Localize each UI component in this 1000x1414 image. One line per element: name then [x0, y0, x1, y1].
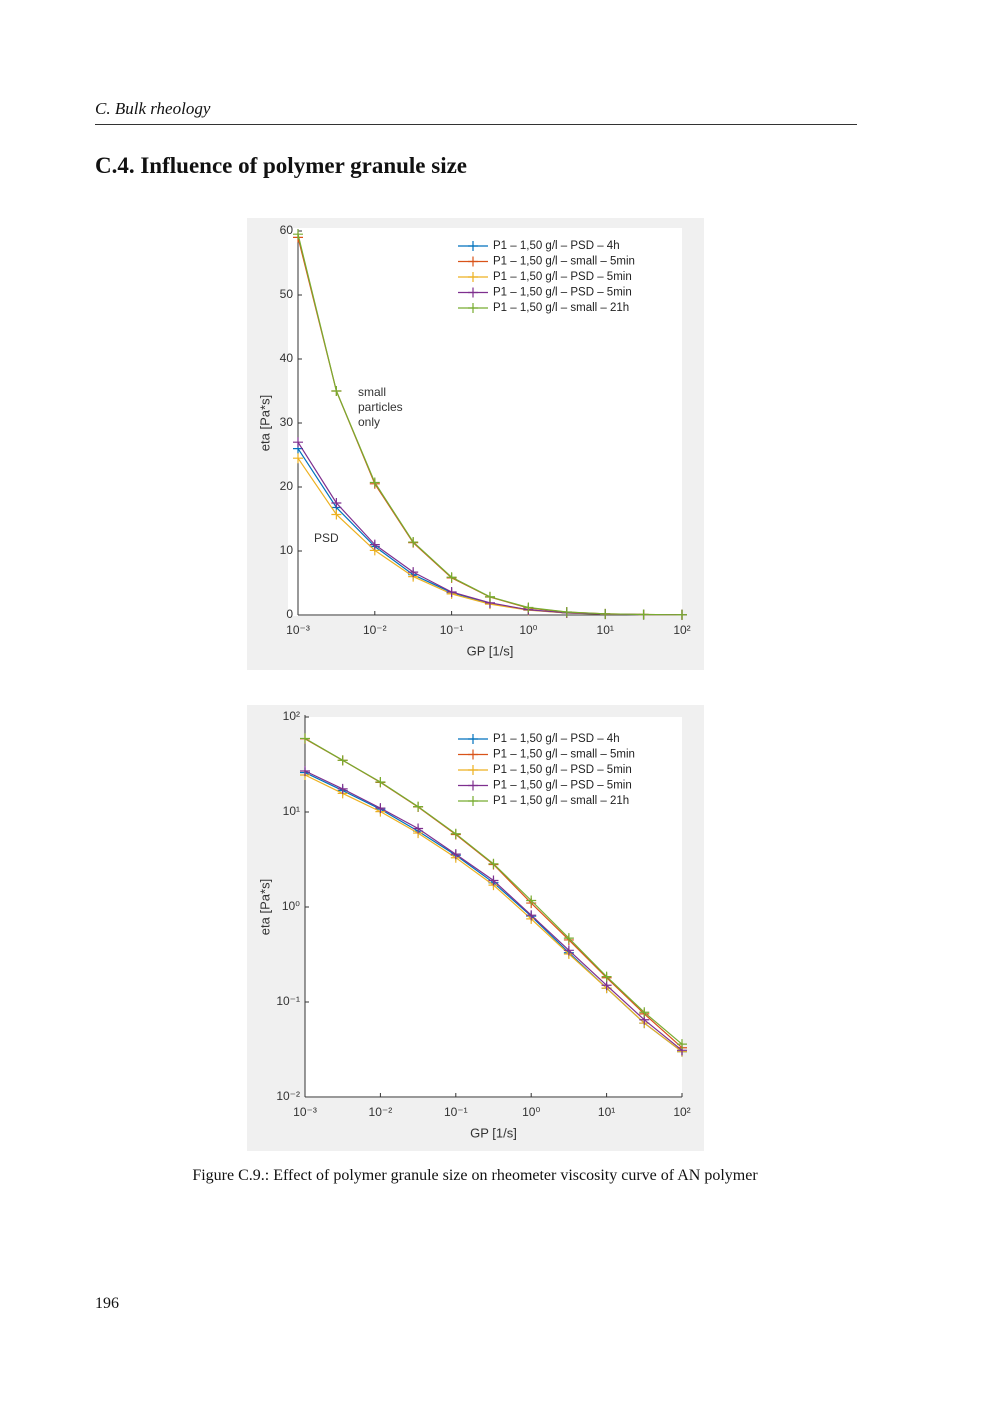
y-axis-label: eta [Pa*s]	[257, 879, 272, 935]
data-point	[293, 437, 303, 448]
x-tick-label: 10¹	[598, 1105, 615, 1119]
data-point	[408, 567, 419, 578]
data-point	[484, 591, 495, 602]
annotation: only	[358, 415, 380, 429]
x-tick-label: 10²	[673, 1105, 690, 1119]
y-tick-label: 10¹	[283, 804, 300, 818]
y-tick-label: 10	[280, 543, 294, 557]
data-point	[638, 609, 649, 620]
annotation: small	[358, 385, 386, 399]
page-number: 196	[95, 1295, 119, 1312]
data-point	[408, 537, 419, 548]
data-point	[523, 602, 534, 613]
legend-marker	[468, 287, 478, 298]
legend-marker	[468, 749, 478, 760]
data-point	[369, 539, 380, 550]
y-axis-label: eta [Pa*s]	[257, 395, 272, 451]
data-point	[293, 229, 303, 240]
data-point	[446, 586, 457, 597]
data-point	[601, 971, 612, 982]
x-tick-label: 10⁻²	[369, 1105, 393, 1119]
x-tick-label: 10⁻¹	[440, 623, 464, 637]
legend-marker	[468, 765, 478, 775]
legend-label: P1 – 1,50 g/l – small – 5min	[493, 256, 635, 268]
data-point	[601, 980, 612, 991]
x-tick-label: 10⁻²	[363, 623, 387, 637]
data-point	[331, 509, 342, 520]
legend-marker	[468, 796, 478, 806]
data-point	[526, 910, 537, 921]
x-tick-label: 10⁻³	[286, 623, 310, 637]
data-point	[331, 386, 342, 396]
legend-marker	[468, 780, 478, 791]
data-point	[561, 606, 572, 617]
annotation: PSD	[314, 531, 339, 545]
data-point	[563, 933, 574, 944]
data-point	[369, 477, 380, 488]
data-point	[600, 608, 611, 619]
legend-marker	[468, 256, 478, 267]
data-point	[413, 801, 424, 812]
data-point	[375, 776, 386, 787]
chart: 10⁻³ 10⁻² 10⁻¹ 10⁰ 10¹ 10² 0 10 20 30 40 50 60 GP [1/…	[247, 218, 704, 670]
data-point	[450, 828, 461, 839]
data-point	[446, 572, 457, 583]
legend-label: P1 – 1,50 g/l – PSD – 5min	[493, 287, 632, 299]
annotation: particles	[358, 400, 403, 414]
x-tick-label: 10⁰	[522, 1105, 540, 1119]
y-tick-label: 0	[286, 607, 293, 621]
data-point	[488, 875, 499, 886]
section-title: C.4. Influence of polymer granule size	[95, 153, 468, 178]
y-tick-label: 30	[280, 415, 294, 429]
y-tick-label: 10⁻¹	[276, 994, 300, 1008]
x-tick-label: 10⁻³	[293, 1105, 317, 1119]
data-point	[300, 733, 310, 744]
legend-marker	[468, 272, 478, 282]
data-point	[677, 609, 687, 620]
x-tick-label: 10⁻¹	[444, 1105, 468, 1119]
chart: 10⁻³ 10⁻² 10⁻¹ 10⁰ 10¹ 10² 10⁻² 10⁻¹ 10⁰ 10¹ 10² GP…	[247, 705, 704, 1151]
x-tick-label: 10¹	[597, 623, 614, 637]
y-tick-label: 40	[280, 351, 294, 365]
running-header: C. Bulk rheology	[95, 99, 211, 118]
legend-label: P1 – 1,50 g/l – small – 5min	[493, 749, 635, 761]
data-point	[375, 803, 386, 814]
data-point	[300, 766, 310, 777]
legend-label: P1 – 1,50 g/l – PSD – 5min	[493, 271, 632, 283]
legend-label: P1 – 1,50 g/l – PSD – 4h	[493, 733, 620, 745]
y-tick-label: 10²	[283, 709, 300, 723]
data-point	[293, 453, 303, 464]
legend-label: P1 – 1,50 g/l – PSD – 5min	[493, 764, 632, 776]
legend-marker	[468, 241, 478, 251]
y-tick-label: 60	[280, 223, 294, 237]
data-point	[526, 895, 537, 906]
data-point	[331, 498, 342, 508]
legend-label: P1 – 1,50 g/l – PSD – 4h	[493, 240, 620, 252]
legend-label: P1 – 1,50 g/l – PSD – 5min	[493, 780, 632, 792]
figure-caption: Figure C.9.: Effect of polymer granule s…	[192, 1167, 758, 1184]
legend-marker	[468, 734, 478, 744]
x-axis-label: GP [1/s]	[470, 1125, 517, 1140]
y-tick-label: 10⁻²	[276, 1089, 300, 1103]
y-tick-label: 50	[280, 287, 294, 301]
data-point	[450, 849, 461, 860]
legend-label: P1 – 1,50 g/l – small – 21h	[493, 302, 629, 314]
header-rule	[95, 124, 857, 125]
x-tick-label: 10⁰	[519, 623, 537, 637]
data-point	[677, 1039, 687, 1050]
plot-area	[305, 717, 682, 1098]
data-point	[563, 945, 574, 956]
data-point	[337, 783, 348, 794]
data-point	[639, 1007, 650, 1018]
legend-marker	[468, 303, 478, 313]
y-tick-label: 20	[280, 479, 294, 493]
legend-label: P1 – 1,50 g/l – small – 21h	[493, 795, 629, 807]
data-point	[488, 858, 499, 869]
data-point	[413, 823, 424, 834]
y-tick-label: 10⁰	[282, 899, 300, 913]
x-tick-label: 10²	[673, 623, 690, 637]
x-axis-label: GP [1/s]	[467, 643, 514, 658]
data-point	[337, 755, 348, 766]
